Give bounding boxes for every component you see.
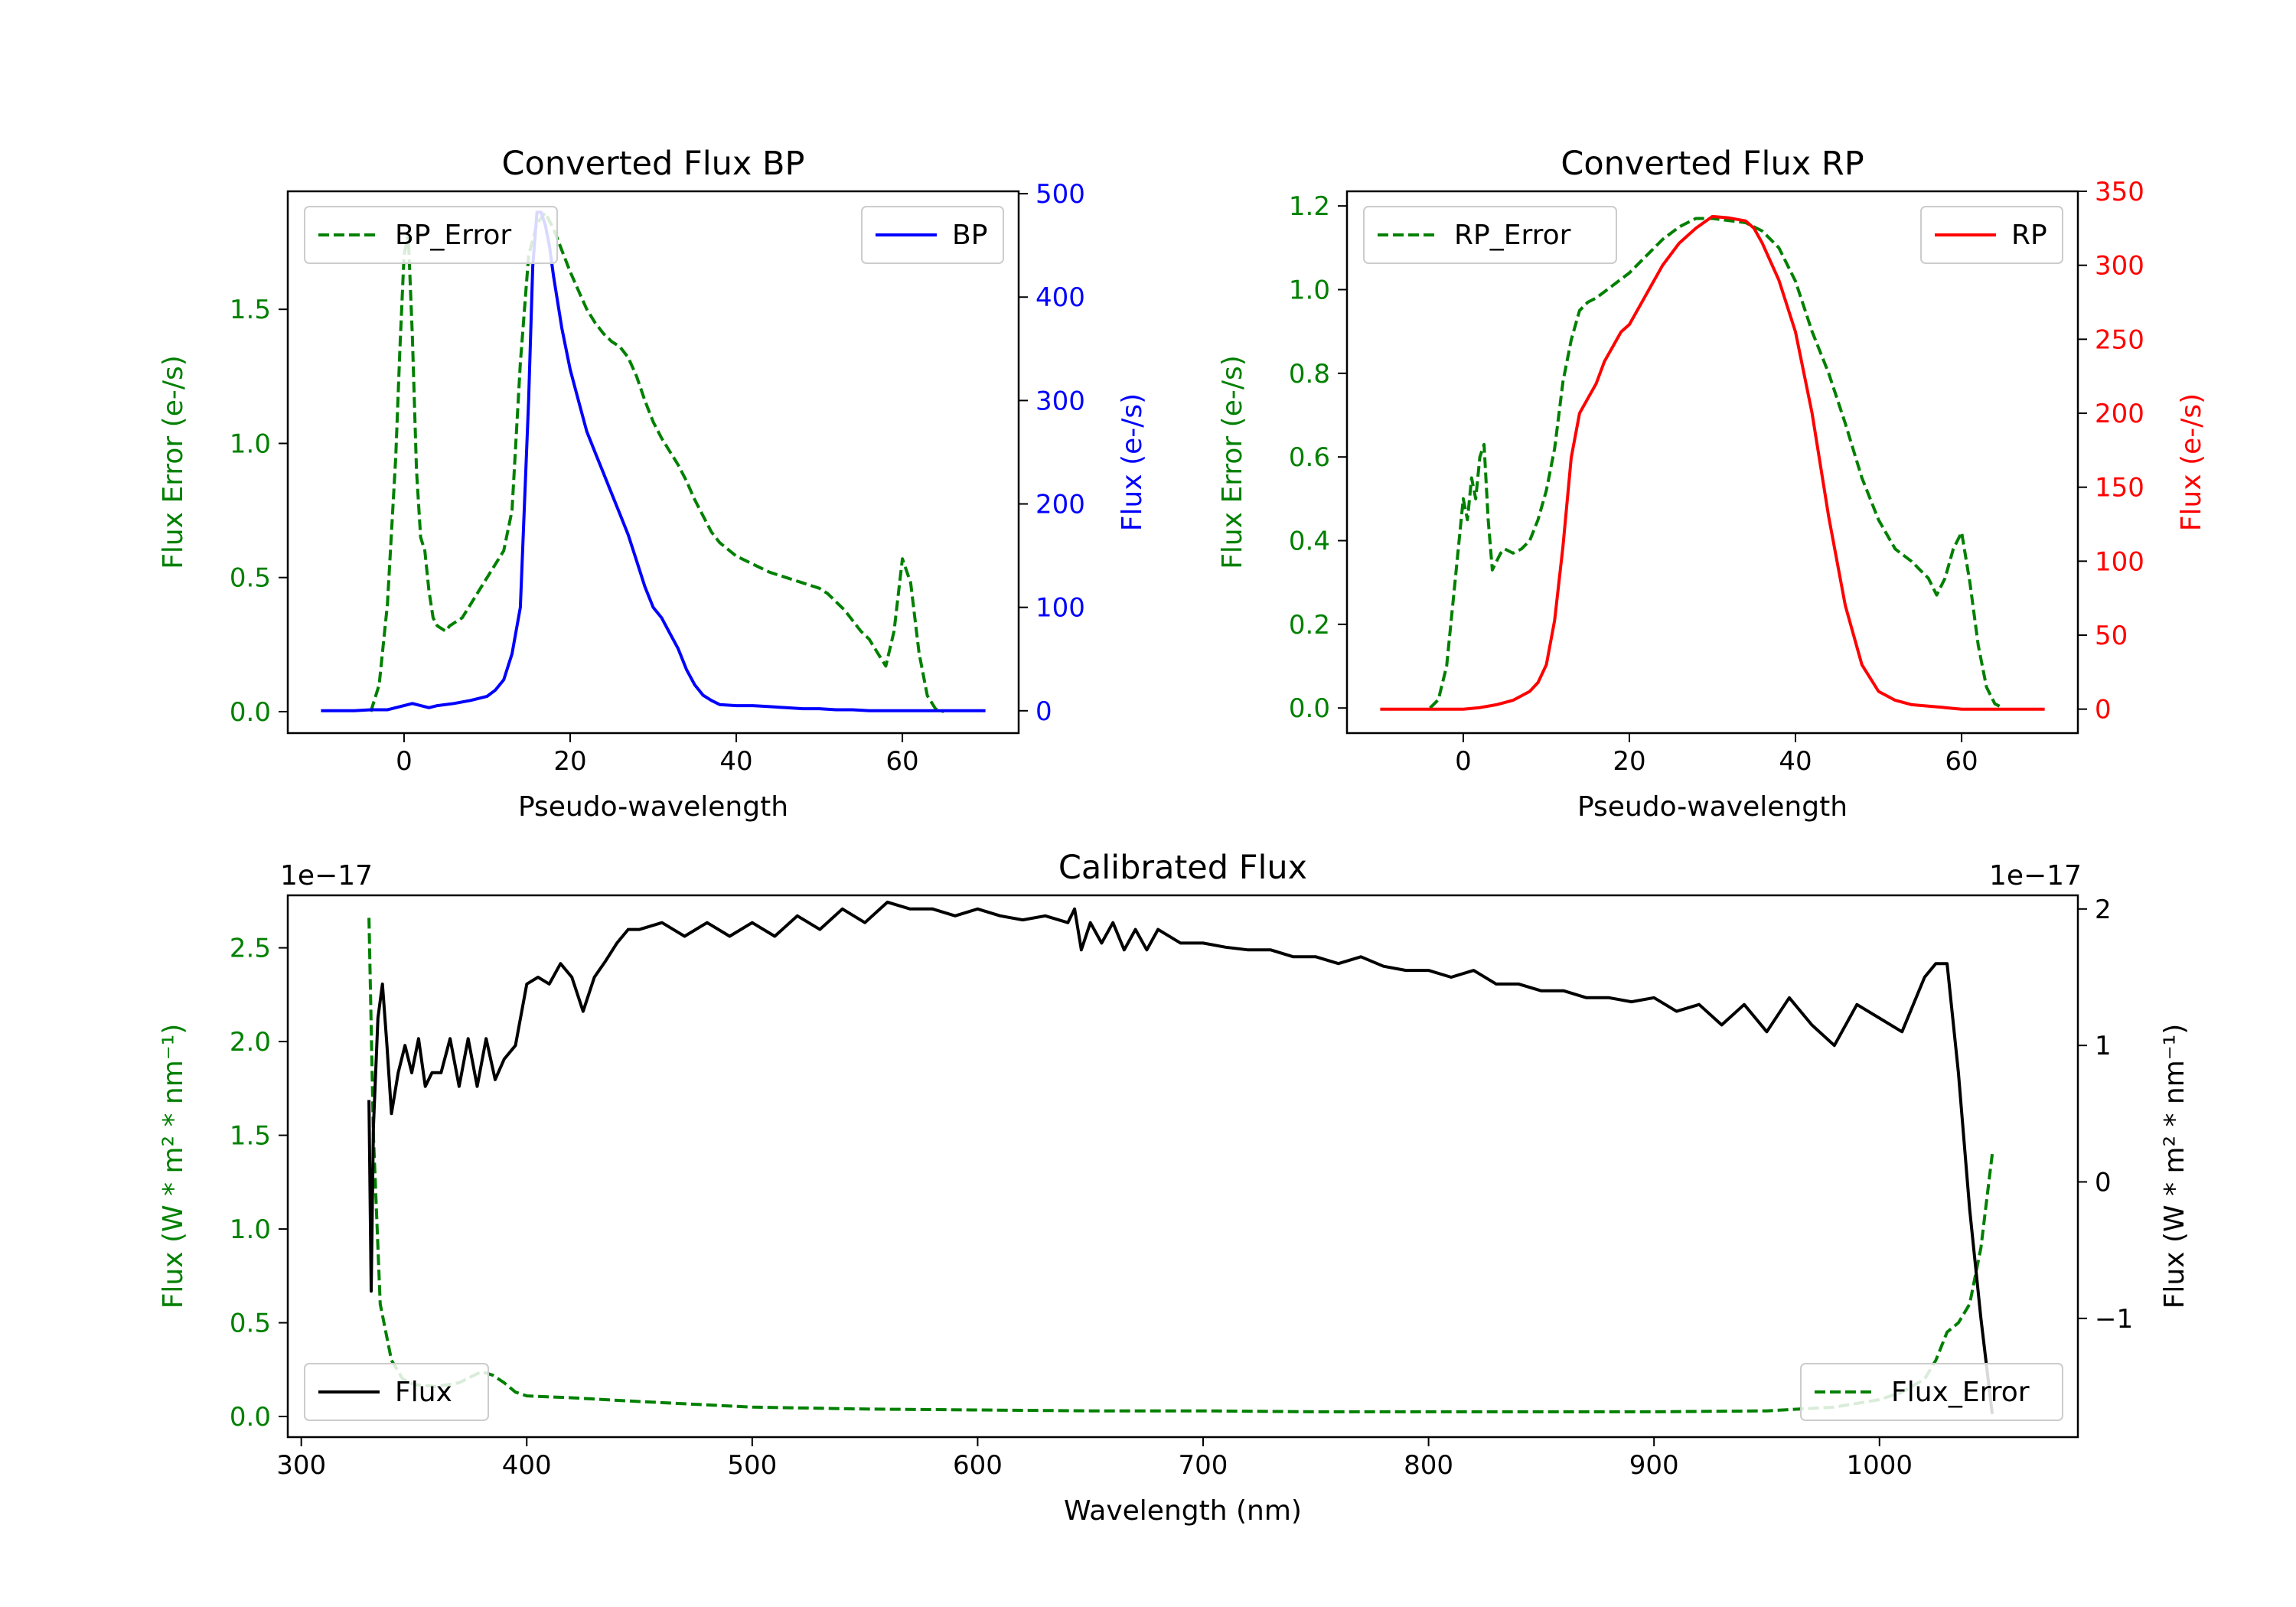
y-right-tick-label: 400 bbox=[1035, 282, 1085, 313]
y-right-tick-label: 150 bbox=[2095, 473, 2144, 504]
y-left-offset-label: 1e−17 bbox=[280, 860, 373, 892]
series-flux-line bbox=[367, 900, 1994, 1414]
series-bp-line bbox=[321, 210, 986, 712]
series-rp-line bbox=[1380, 214, 2045, 711]
y-right-tick-label: 350 bbox=[2095, 177, 2144, 207]
y-left-tick-label: 0.0 bbox=[230, 1402, 271, 1433]
legend-label: BP bbox=[952, 220, 987, 251]
legend-box bbox=[1800, 1363, 2063, 1421]
legend-label: RP bbox=[2011, 220, 2047, 251]
x-tick-label: 500 bbox=[727, 1450, 777, 1481]
y-right-tick-label: 0 bbox=[1035, 696, 1052, 727]
x-tick-label: 700 bbox=[1179, 1450, 1228, 1481]
x-tick-label: 40 bbox=[1779, 746, 1812, 777]
y-left-tick-label: 1.0 bbox=[1289, 275, 1330, 305]
y-left-tick-label: 0.2 bbox=[1289, 610, 1330, 641]
x-tick-label: 20 bbox=[1613, 746, 1645, 777]
y-right-tick-label: 1 bbox=[2095, 1031, 2112, 1061]
x-axis-label: Wavelength (nm) bbox=[1064, 1495, 1302, 1527]
y-right-tick-label: 200 bbox=[2095, 399, 2144, 429]
y-right-tick-label: 2 bbox=[2095, 895, 2112, 925]
x-tick-label: 1000 bbox=[1847, 1450, 1913, 1481]
x-tick-label: 800 bbox=[1404, 1450, 1453, 1481]
legend-label: BP_Error bbox=[395, 220, 511, 251]
y-right-tick-label: −1 bbox=[2095, 1304, 2133, 1335]
y-right-tick-label: 250 bbox=[2095, 324, 2144, 355]
y-left-axis-label: Flux (W * m² * nm⁻¹) bbox=[158, 1024, 189, 1309]
legend-label: Flux_Error bbox=[1891, 1377, 2030, 1408]
y-left-tick-label: 1.5 bbox=[230, 295, 271, 325]
x-tick-label: 400 bbox=[502, 1450, 552, 1481]
x-axis-label: Pseudo-wavelength bbox=[1577, 791, 1848, 823]
plot-frame bbox=[286, 190, 1020, 735]
plot-frame bbox=[286, 894, 2079, 1439]
y-right-axis-label: Flux (W * m² * nm⁻¹) bbox=[2159, 1024, 2190, 1309]
y-left-tick-label: 1.0 bbox=[230, 429, 271, 459]
y-right-axis-label: Flux (e-/s) bbox=[1117, 393, 1148, 531]
y-right-tick-label: 0 bbox=[2095, 1168, 2112, 1198]
y-left-tick-label: 0.8 bbox=[1289, 359, 1330, 390]
x-tick-label: 60 bbox=[885, 746, 918, 777]
chart-title: Converted Flux BP bbox=[502, 145, 805, 183]
x-tick-label: 20 bbox=[553, 746, 586, 777]
plot-frame bbox=[1345, 190, 2079, 735]
y-left-tick-label: 0.0 bbox=[230, 697, 271, 728]
legend-label: RP_Error bbox=[1454, 220, 1571, 251]
x-axis-label: Pseudo-wavelength bbox=[518, 791, 788, 823]
legend-box bbox=[304, 1363, 489, 1421]
y-right-tick-label: 200 bbox=[1035, 490, 1085, 520]
y-left-tick-label: 1.2 bbox=[1289, 191, 1330, 222]
y-right-tick-label: 500 bbox=[1035, 179, 1085, 210]
y-right-tick-label: 100 bbox=[1035, 593, 1085, 624]
y-left-tick-label: 1.0 bbox=[230, 1214, 271, 1245]
x-tick-label: 0 bbox=[1455, 746, 1472, 777]
x-tick-label: 900 bbox=[1629, 1450, 1679, 1481]
y-left-tick-label: 0.5 bbox=[230, 1309, 271, 1339]
y-right-tick-label: 100 bbox=[2095, 546, 2144, 577]
series-bp-error-line bbox=[369, 211, 944, 713]
y-left-tick-label: 0.6 bbox=[1289, 442, 1330, 473]
y-left-tick-label: 1.5 bbox=[230, 1121, 271, 1152]
legend-box bbox=[304, 206, 558, 264]
series-rp-error-line bbox=[1429, 217, 2004, 709]
series-flux-error-line bbox=[367, 918, 1994, 1413]
y-right-axis-label: Flux (e-/s) bbox=[2176, 393, 2207, 531]
legend-label: Flux bbox=[395, 1377, 452, 1408]
y-left-tick-label: 2.0 bbox=[230, 1027, 271, 1058]
x-tick-label: 300 bbox=[276, 1450, 326, 1481]
y-right-tick-label: 0 bbox=[2095, 695, 2112, 725]
y-left-axis-label: Flux Error (e-/s) bbox=[1217, 355, 1248, 569]
y-right-tick-label: 50 bbox=[2095, 621, 2128, 651]
y-left-tick-label: 0.0 bbox=[1289, 693, 1330, 724]
y-left-axis-label: Flux Error (e-/s) bbox=[158, 355, 189, 569]
x-tick-label: 0 bbox=[396, 746, 413, 777]
x-tick-label: 60 bbox=[1945, 746, 1978, 777]
legend-box bbox=[1363, 206, 1617, 264]
chart-title: Converted Flux RP bbox=[1561, 145, 1864, 183]
x-tick-label: 600 bbox=[953, 1450, 1003, 1481]
y-left-tick-label: 0.5 bbox=[230, 563, 271, 594]
x-tick-label: 40 bbox=[719, 746, 752, 777]
y-left-tick-label: 0.4 bbox=[1289, 526, 1330, 557]
chart-title: Calibrated Flux bbox=[1058, 849, 1307, 887]
y-right-tick-label: 300 bbox=[2095, 251, 2144, 282]
y-left-tick-label: 2.5 bbox=[230, 934, 271, 964]
y-right-offset-label: 1e−17 bbox=[1989, 860, 2082, 892]
y-right-tick-label: 300 bbox=[1035, 386, 1085, 416]
